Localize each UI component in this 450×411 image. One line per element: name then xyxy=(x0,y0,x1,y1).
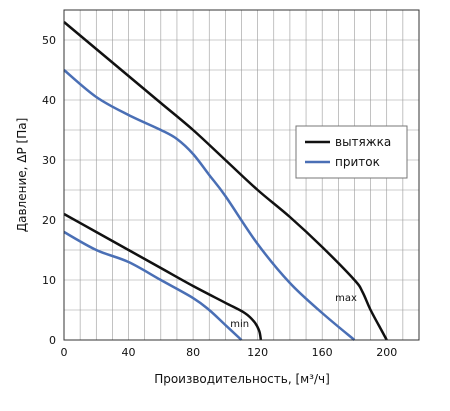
curve-label-min: min xyxy=(230,319,249,330)
tick-labels: 0 40 80 120 160 200 0 10 20 30 40 50 xyxy=(42,34,397,359)
x-tick-label: 200 xyxy=(376,346,397,359)
annotations: max min xyxy=(230,293,357,330)
x-tick-label: 0 xyxy=(61,346,68,359)
legend-label-pritok: приток xyxy=(335,155,380,169)
y-tick-label: 50 xyxy=(42,34,56,47)
series-line-vytyazhka-max xyxy=(63,21,388,341)
x-tick-label: 40 xyxy=(122,346,136,359)
y-tick-label: 10 xyxy=(42,274,56,287)
series-line-pritok-min xyxy=(63,230,243,341)
legend-box xyxy=(295,125,408,179)
y-axis-title: Давление, ΔP [Па] xyxy=(15,118,29,233)
series-line-pritok-max xyxy=(63,69,356,341)
legend-label-vytyazhka: вытяжка xyxy=(335,135,391,149)
y-tick-label: 40 xyxy=(42,94,56,107)
y-tick-label: 30 xyxy=(42,154,56,167)
x-axis-title: Производительность, [м³/ч] xyxy=(154,372,330,386)
x-tick-label: 160 xyxy=(312,346,333,359)
legend: вытяжка приток xyxy=(295,125,408,179)
curve-label-max: max xyxy=(335,293,357,304)
y-tick-label: 0 xyxy=(49,334,56,347)
y-tick-label: 20 xyxy=(42,214,56,227)
plot-frame xyxy=(63,9,420,341)
series-layer xyxy=(63,21,388,341)
series-line-vytyazhka-min xyxy=(63,212,263,341)
x-tick-label: 80 xyxy=(186,346,200,359)
x-tick-label: 120 xyxy=(247,346,268,359)
